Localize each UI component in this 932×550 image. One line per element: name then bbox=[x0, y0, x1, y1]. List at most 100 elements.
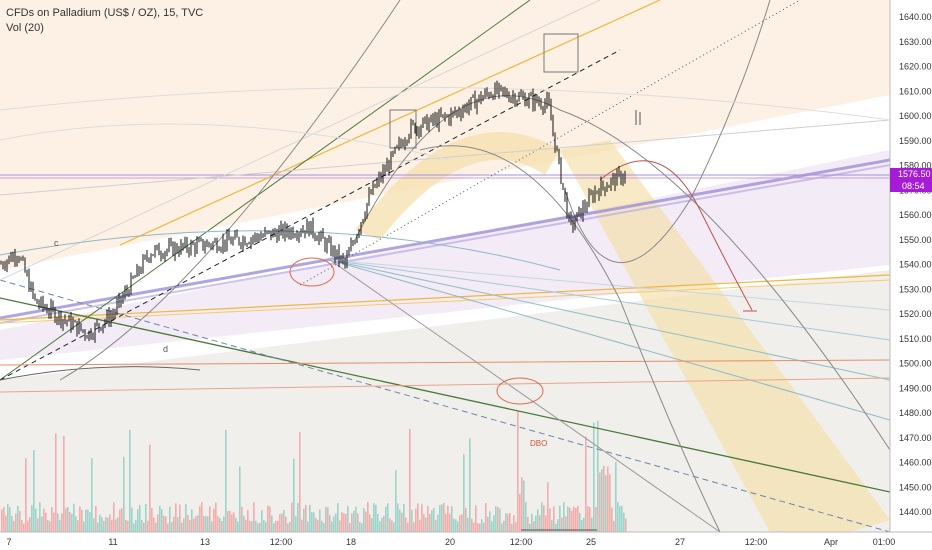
volume-bar bbox=[545, 515, 547, 532]
volume-bar bbox=[273, 523, 275, 532]
volume-bar bbox=[325, 506, 327, 532]
volume-bar bbox=[353, 510, 355, 532]
volume-bar bbox=[207, 516, 209, 532]
red-arc bbox=[599, 160, 753, 311]
volume-bar bbox=[417, 503, 419, 532]
volume-bar bbox=[329, 515, 331, 532]
volume-bar bbox=[581, 519, 583, 532]
volume-bar bbox=[191, 509, 193, 532]
volume-bar bbox=[141, 520, 143, 532]
red-horizontal-1 bbox=[0, 359, 891, 366]
volume-bar bbox=[455, 519, 457, 532]
volume-bar bbox=[83, 521, 85, 532]
volume-bar bbox=[193, 518, 195, 532]
volume-bar bbox=[295, 516, 297, 532]
volume-bar bbox=[573, 506, 575, 532]
symbol-title[interactable]: CFDs on Palladium (US$ / OZ), 15, TVC bbox=[6, 7, 204, 19]
time-tick-label: 12:00 bbox=[270, 537, 293, 547]
volume-bar bbox=[179, 504, 181, 532]
volume-bar bbox=[255, 520, 257, 532]
volume-bar bbox=[307, 521, 309, 532]
volume-bar bbox=[101, 517, 103, 532]
volume-bar bbox=[149, 444, 151, 532]
volume-bar bbox=[195, 516, 197, 532]
volume-bar bbox=[133, 523, 135, 532]
volume-bar bbox=[547, 482, 549, 532]
volume-bar bbox=[609, 474, 611, 532]
volume-bar bbox=[437, 514, 439, 532]
volume-bar bbox=[361, 523, 363, 532]
volume-bar bbox=[457, 521, 459, 532]
volume-bar bbox=[521, 477, 523, 532]
volume-bar bbox=[185, 504, 187, 532]
volume-bar bbox=[111, 519, 113, 532]
arc-1 bbox=[0, 230, 561, 271]
volume-bar bbox=[441, 504, 443, 532]
volume-bar bbox=[63, 436, 65, 532]
background-zones bbox=[0, 0, 890, 532]
volume-bar bbox=[431, 510, 433, 532]
volume-bar bbox=[13, 521, 15, 532]
volume-bar bbox=[123, 456, 125, 532]
volume-bar bbox=[315, 518, 317, 532]
volume-bar bbox=[595, 506, 597, 532]
price-tick-label: 1450.00 bbox=[899, 482, 932, 492]
volume-bar bbox=[535, 515, 537, 532]
gray-fan-1 bbox=[329, 259, 721, 533]
volume-bar bbox=[579, 512, 581, 532]
volume-bar bbox=[321, 520, 323, 532]
price-tick-label: 1470.00 bbox=[899, 433, 932, 443]
volume-bar bbox=[59, 519, 61, 532]
volume-bar bbox=[509, 512, 511, 532]
volume-bar bbox=[105, 516, 107, 532]
volume-bar bbox=[65, 508, 67, 532]
volume-bar bbox=[159, 505, 161, 532]
volume-bar bbox=[29, 517, 31, 532]
volume-bar bbox=[403, 503, 405, 532]
time-tick-label: 25 bbox=[586, 537, 596, 547]
blue-fan-3 bbox=[329, 259, 891, 341]
gray-fan-3 bbox=[0, 0, 601, 281]
volume-bar bbox=[57, 513, 59, 532]
volume-bars bbox=[1, 411, 627, 532]
volume-bar bbox=[239, 466, 241, 532]
price-axis-bg bbox=[890, 0, 932, 532]
volume-bar bbox=[293, 458, 295, 532]
volume-bar bbox=[531, 513, 533, 532]
dashed-blue-line bbox=[0, 279, 891, 533]
volume-bar bbox=[349, 523, 351, 532]
volume-bar bbox=[447, 505, 449, 532]
volume-bar bbox=[337, 503, 339, 532]
volume-bar bbox=[553, 506, 555, 532]
price-tick-label: 1640.00 bbox=[899, 12, 932, 22]
price-axis[interactable]: 1640.00 1630.00 1620.00 1610.00 1600.00 1590.… bbox=[889, 0, 932, 532]
price-tick-label: 1480.00 bbox=[899, 408, 932, 418]
volume-bar bbox=[253, 502, 255, 532]
volume-bar bbox=[341, 512, 343, 532]
volume-bar bbox=[611, 507, 613, 532]
volume-bar bbox=[115, 519, 117, 532]
volume-bar bbox=[613, 521, 615, 532]
volume-bar bbox=[109, 514, 111, 532]
volume-bar bbox=[285, 516, 287, 532]
volume-bar bbox=[117, 517, 119, 532]
volume-bar bbox=[103, 521, 105, 532]
yellow-band bbox=[560, 140, 890, 532]
volume-bar bbox=[229, 510, 231, 532]
volume-bar bbox=[601, 469, 603, 532]
time-axis[interactable]: 7 11 13 12:00 18 20 12:00 25 27 12:00 Apr 01:00 bbox=[0, 531, 932, 550]
volume-bar bbox=[197, 515, 199, 532]
volume-bar bbox=[43, 508, 45, 532]
volume-bar bbox=[369, 514, 371, 532]
volume-indicator-title[interactable]: Vol (20) bbox=[6, 22, 44, 34]
volume-bar bbox=[423, 513, 425, 532]
volume-bar bbox=[291, 502, 293, 532]
volume-bar bbox=[201, 502, 203, 532]
volume-bar bbox=[591, 517, 593, 532]
volume-bar bbox=[415, 508, 417, 532]
volume-bar bbox=[499, 508, 501, 532]
volume-bar bbox=[67, 507, 69, 532]
price-tick-label: 1590.00 bbox=[899, 136, 932, 146]
volume-bar bbox=[559, 505, 561, 532]
